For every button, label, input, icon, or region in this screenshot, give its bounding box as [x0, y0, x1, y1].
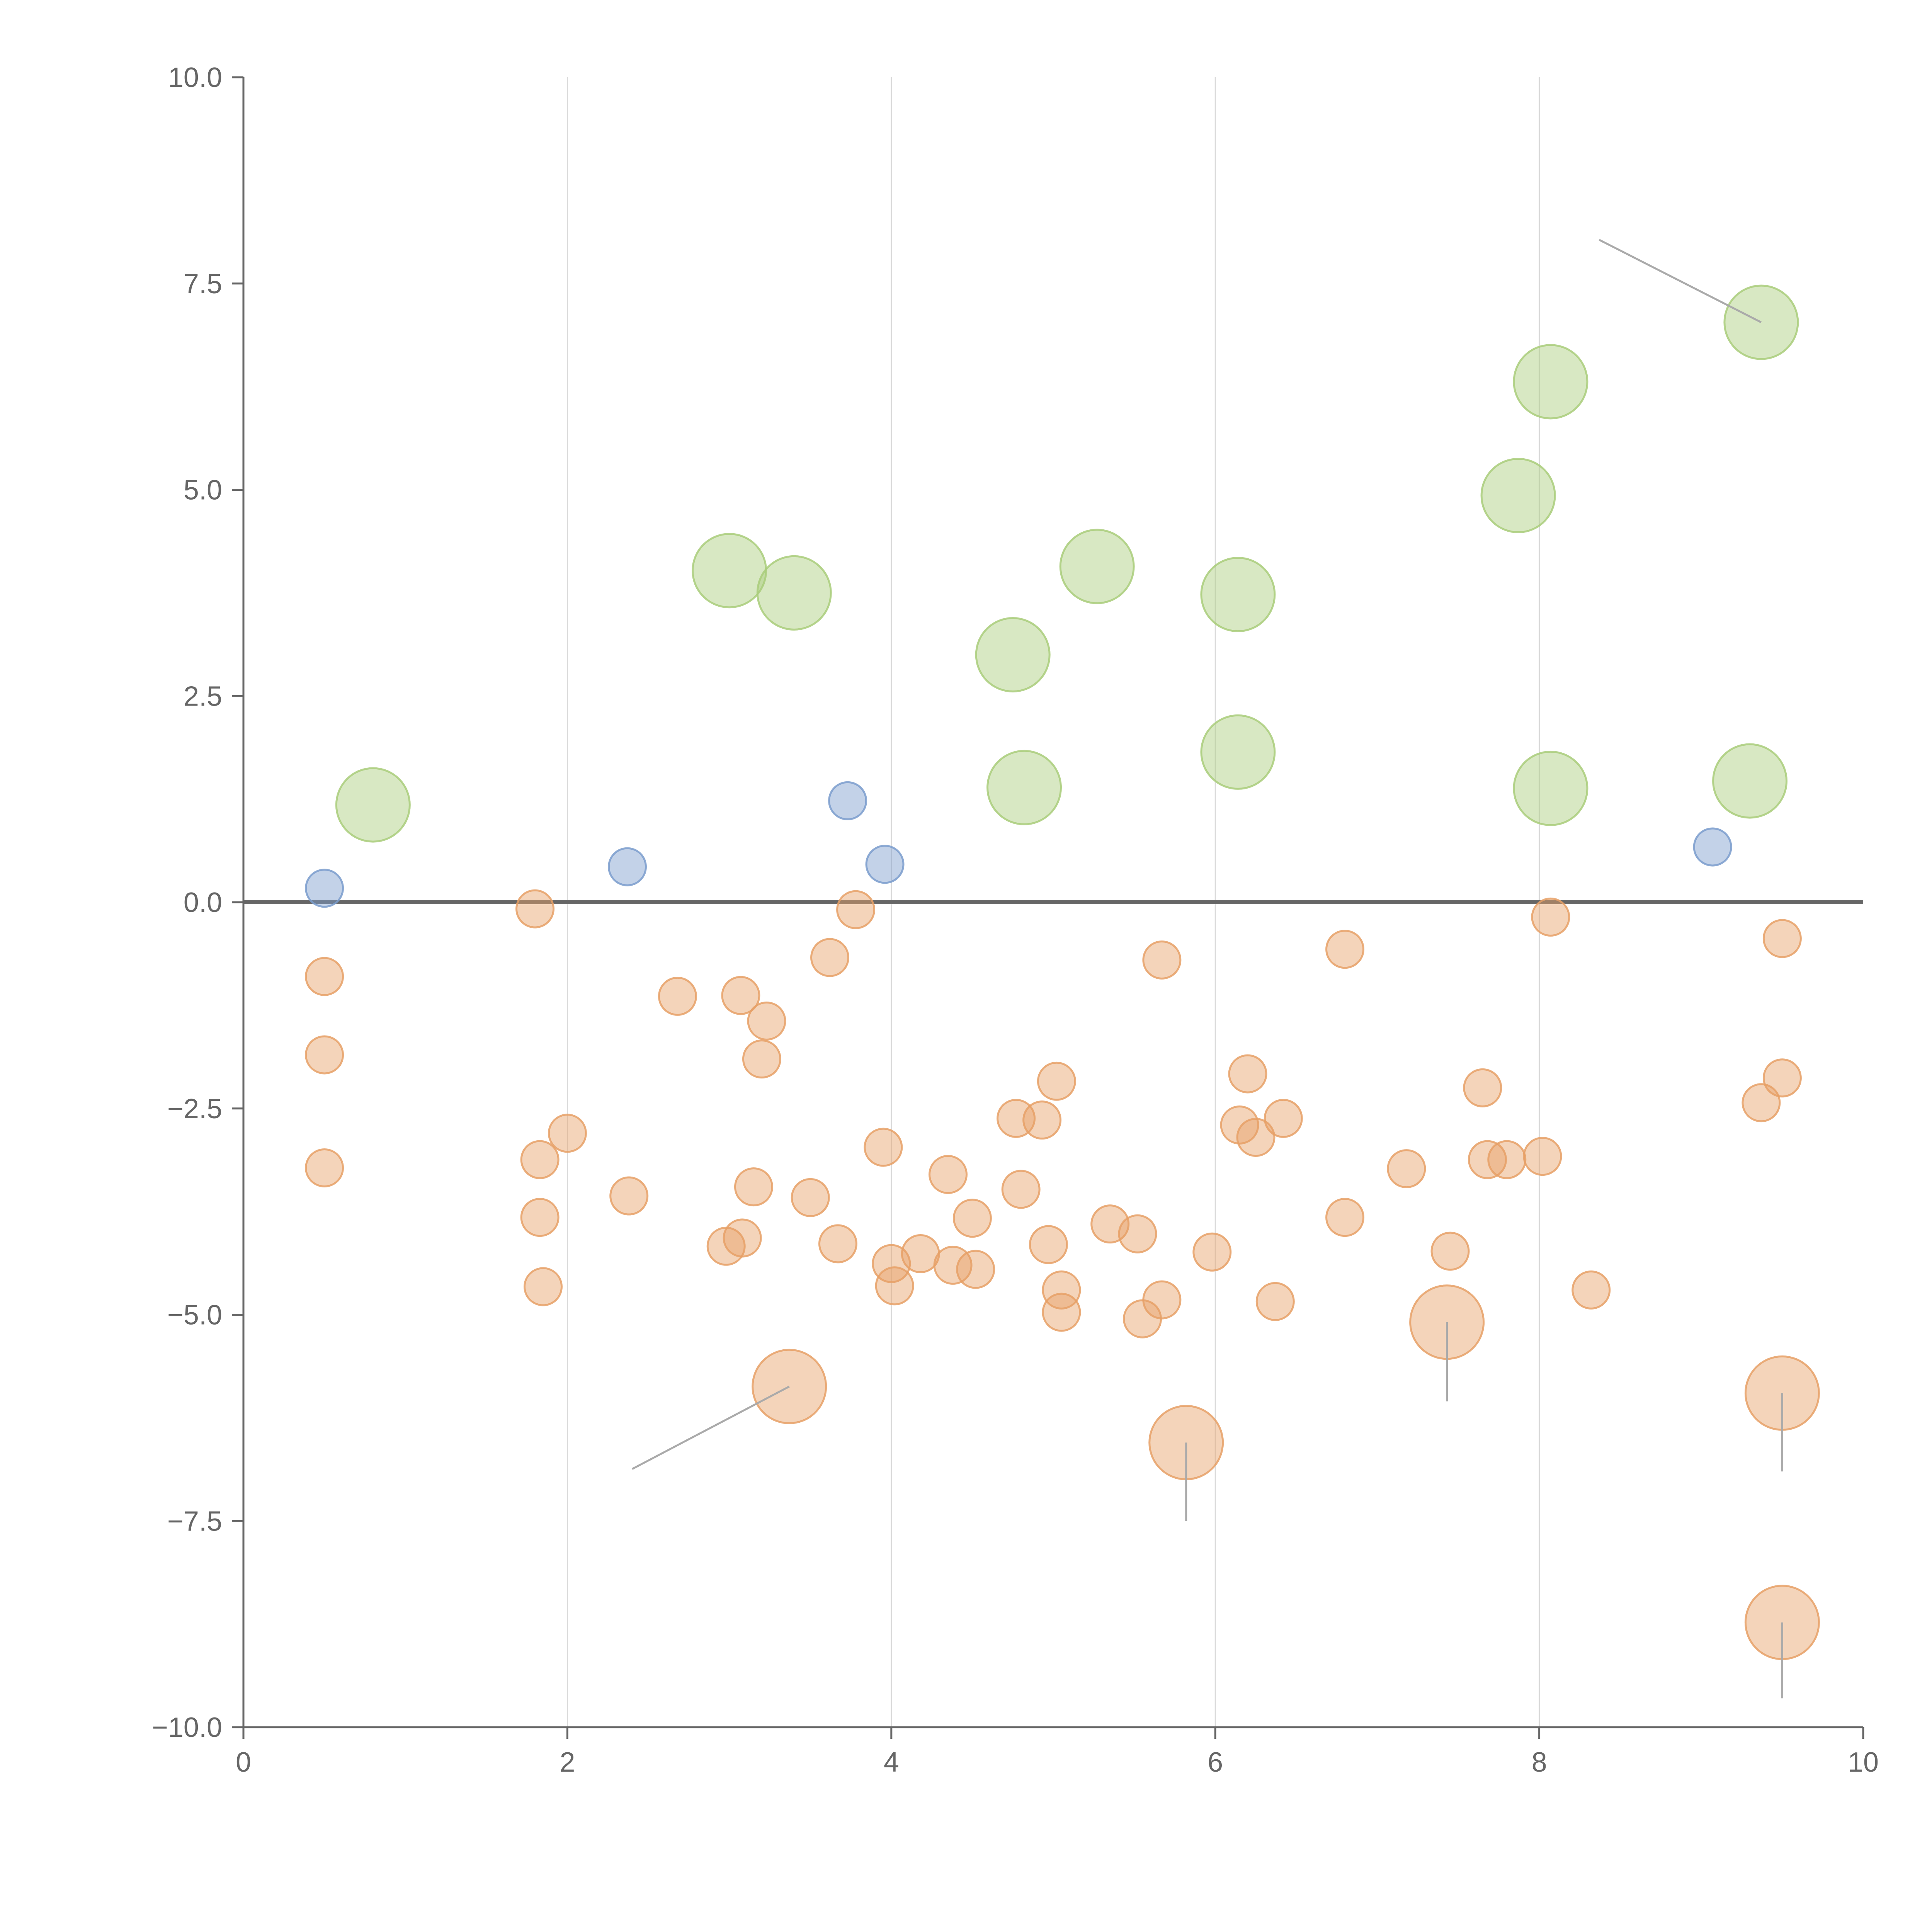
orange-point — [1571, 1270, 1611, 1310]
orange-point — [609, 1176, 649, 1216]
orange-point — [548, 1114, 587, 1153]
orange-point — [1022, 1100, 1062, 1140]
y-tick-label: 7.5 — [184, 269, 222, 299]
y-tick-label: 10.0 — [168, 62, 222, 93]
green-point — [1059, 529, 1135, 604]
orange-point — [952, 1199, 992, 1238]
orange-point — [520, 1198, 560, 1237]
y-tick-label: −7.5 — [167, 1506, 222, 1537]
blue-point — [828, 781, 867, 820]
orange-point — [515, 889, 555, 929]
green-point — [975, 617, 1051, 692]
green-point — [1712, 743, 1788, 819]
orange-point — [1325, 930, 1365, 969]
orange-point — [1142, 940, 1182, 980]
orange-point — [524, 1267, 563, 1306]
orange-point — [791, 1178, 830, 1217]
y-tick-label: −5.0 — [167, 1300, 222, 1331]
orange-point — [747, 1001, 786, 1041]
y-tick-label: 0.0 — [184, 887, 222, 918]
orange-point — [1325, 1198, 1365, 1237]
orange-point — [818, 1224, 857, 1264]
y-tick-label: −10.0 — [152, 1712, 222, 1743]
green-point — [692, 533, 767, 609]
orange-point — [929, 1155, 968, 1194]
green-point — [1200, 557, 1276, 633]
blue-point — [305, 869, 344, 908]
orange-point — [1264, 1099, 1303, 1138]
orange-point — [1430, 1231, 1470, 1271]
orange-point — [1523, 1137, 1562, 1176]
ticks: 0 2 4 6 8 10 10.0 7.5 5.0 2.5 0.0 −2.5 −5.0 −7.5 −10.0 — [152, 62, 1879, 1778]
annotation-line — [631, 1386, 790, 1470]
orange-point — [742, 1039, 781, 1079]
orange-point — [1042, 1293, 1081, 1332]
orange-point — [723, 1218, 762, 1258]
blue-point — [1693, 827, 1732, 867]
green-point — [335, 767, 411, 843]
orange-point — [836, 890, 876, 929]
orange-point — [956, 1250, 995, 1289]
orange-point — [1463, 1068, 1502, 1107]
orange-point — [305, 1035, 344, 1075]
orange-point — [875, 1266, 914, 1306]
orange-point — [520, 1140, 560, 1179]
orange-point — [1192, 1232, 1232, 1272]
y-tick-label: −2.5 — [167, 1094, 222, 1124]
orange-point — [1531, 897, 1570, 937]
green-point — [1200, 714, 1276, 790]
data-points — [305, 284, 1820, 1660]
orange-point — [864, 1128, 903, 1167]
orange-large-point — [752, 1349, 827, 1424]
orange-point — [734, 1167, 773, 1207]
orange-point — [1255, 1282, 1295, 1321]
orange-point — [1762, 1058, 1802, 1098]
orange-point — [1001, 1170, 1041, 1209]
orange-point — [1037, 1061, 1076, 1101]
y-tick-label: 2.5 — [184, 681, 222, 712]
orange-point — [305, 1148, 344, 1187]
y-tick-label: 5.0 — [184, 475, 222, 506]
orange-point — [1220, 1105, 1259, 1145]
axes — [242, 77, 1863, 1728]
orange-point — [1387, 1149, 1426, 1189]
orange-point — [305, 957, 344, 996]
x-tick-label: 10 — [1848, 1747, 1879, 1778]
orange-point — [1228, 1054, 1267, 1094]
orange-point — [658, 976, 697, 1016]
orange-point — [1142, 1280, 1182, 1320]
x-tick-label: 2 — [560, 1747, 575, 1778]
orange-point — [1118, 1214, 1157, 1253]
blue-point — [608, 847, 647, 886]
x-tick-label: 0 — [236, 1747, 251, 1778]
orange-point — [810, 938, 850, 977]
orange-point — [1487, 1140, 1527, 1179]
blue-point — [865, 845, 905, 884]
green-point — [986, 750, 1062, 825]
annotation-lines — [631, 239, 1783, 1699]
x-tick-label: 8 — [1532, 1747, 1547, 1778]
orange-point — [1762, 919, 1802, 958]
orange-point — [721, 976, 760, 1015]
annotation-line — [1599, 239, 1762, 323]
orange-point — [1029, 1225, 1068, 1264]
green-point — [1513, 750, 1588, 826]
green-point — [1513, 344, 1588, 420]
orange-point — [1042, 1270, 1081, 1310]
green-point — [1480, 457, 1556, 533]
green-point — [756, 555, 832, 631]
x-tick-label: 6 — [1208, 1747, 1223, 1778]
x-tick-label: 4 — [884, 1747, 899, 1778]
orange-point — [1236, 1117, 1276, 1157]
